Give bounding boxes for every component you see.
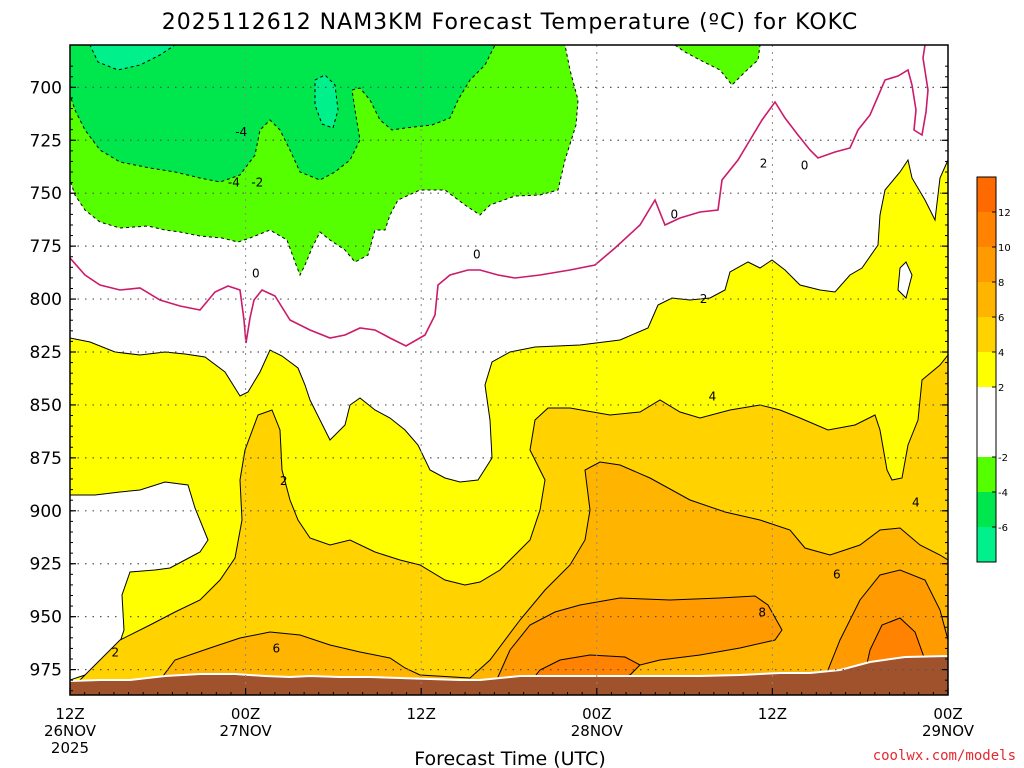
x-tick-label: 12Z <box>55 705 84 723</box>
colorbar-tick-label: 2 <box>998 383 1004 394</box>
colorbar-swatch <box>977 282 996 317</box>
y-tick-label: 775 <box>30 237 62 257</box>
colorbar-tick-label: -4 <box>998 488 1008 499</box>
colorbar-swatch <box>977 527 996 562</box>
y-tick-label: 925 <box>30 555 62 575</box>
ground-fill <box>70 656 948 695</box>
plot-area: -4 -4 -2 0 2 0 0 2 0 2 4 4 6 8 6 2 <box>70 45 948 695</box>
ground-edge <box>70 655 948 682</box>
colorbar-swatch <box>977 317 996 352</box>
chart-title: 2025112612 NAM3KM Forecast Temperature (… <box>162 10 859 35</box>
y-tick-label: 725 <box>30 131 62 151</box>
colorbar-swatch <box>977 177 996 212</box>
contour-label: 6 <box>273 641 281 655</box>
contour-label: 6 <box>833 567 841 581</box>
colorbar-tick-label: 12 <box>998 208 1011 219</box>
contour-labels: -4 -4 -2 0 2 0 0 2 0 2 4 4 6 8 6 2 <box>112 125 920 660</box>
x-tick-date: 27NOV <box>220 722 273 740</box>
contour-label: -4 <box>235 125 247 139</box>
x-tick-label: 00Z <box>933 705 962 723</box>
y-tick-label: 850 <box>30 396 62 416</box>
x-tick-label: 12Z <box>758 705 787 723</box>
region-white-pocket-right <box>897 261 913 299</box>
contour-label: -4 <box>228 176 240 190</box>
x-tick-date: 26NOV <box>44 722 97 740</box>
colorbar-tick-label: 10 <box>998 243 1011 254</box>
y-tick-label: 900 <box>30 502 62 522</box>
contour-label: 2 <box>700 292 708 306</box>
colorbar-tick-label: -2 <box>998 453 1008 464</box>
y-tick-label: 825 <box>30 343 62 363</box>
colorbar-swatch <box>977 212 996 247</box>
y-tick-label: 700 <box>30 78 62 98</box>
x-tick-label: 00Z <box>231 705 260 723</box>
colorbar-swatch <box>977 457 996 492</box>
y-tick-label: 975 <box>30 661 62 681</box>
region-green-topright <box>674 45 761 86</box>
contour-label: 8 <box>758 605 766 619</box>
x-tick-label: 12Z <box>407 705 436 723</box>
credit-text: coolwx.com/models <box>873 748 1016 764</box>
x-tick-year: 2025 <box>51 739 89 757</box>
contour-label: 4 <box>709 389 717 403</box>
colorbar-swatch <box>977 352 996 387</box>
contour-label: -2 <box>251 176 263 190</box>
colorbar-swatch <box>977 247 996 282</box>
x-tick-label: 00Z <box>582 705 611 723</box>
colorbar-swatch <box>977 492 996 527</box>
contour-label: 0 <box>252 267 260 281</box>
region-minus4-to-minus6 <box>70 45 496 183</box>
y-tick-label: 950 <box>30 608 62 628</box>
contour-label: 2 <box>112 646 120 660</box>
colorbar-frame <box>976 176 997 563</box>
x-tick-date: 29NOV <box>922 722 975 740</box>
colorbar-tick-label: 6 <box>998 313 1004 324</box>
contour-label: 0 <box>473 248 481 262</box>
contour-label: 0 <box>801 159 809 173</box>
y-tick-label: 800 <box>30 290 62 310</box>
colorbar-tick-label: -6 <box>998 523 1008 534</box>
x-axis-label: Forecast Time (UTC) <box>414 748 605 768</box>
contour-label: 0 <box>671 207 679 221</box>
colorbar: 12 10 8 6 4 2 -2 -4 -6 <box>976 176 1011 563</box>
zero-degree-contour <box>70 45 929 347</box>
region-below-minus6-b <box>314 74 339 129</box>
contour-label: 4 <box>912 495 920 509</box>
contour-label: 2 <box>760 157 768 171</box>
x-tick-date: 28NOV <box>571 722 624 740</box>
region-below-minus6 <box>89 45 176 71</box>
contour-label: 2 <box>280 474 288 488</box>
y-tick-label: 750 <box>30 184 62 204</box>
y-tick-label: 875 <box>30 449 62 469</box>
colorbar-tick-label: 4 <box>998 348 1004 359</box>
colorbar-swatch <box>977 387 996 457</box>
colorbar-tick-label: 8 <box>998 278 1004 289</box>
